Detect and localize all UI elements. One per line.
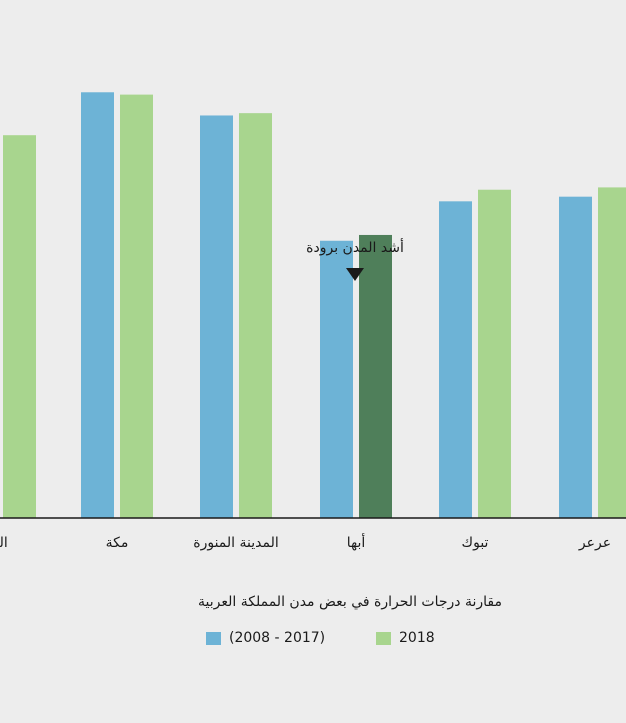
category-label-0: الد: [0, 535, 8, 551]
category-label-1: مكة: [106, 535, 129, 551]
category-label-4: تبوك: [462, 535, 489, 551]
bar-series-1-2: [200, 115, 233, 518]
category-label-5: عرعر: [578, 535, 611, 551]
legend-item-series-1: (2008 - 2017): [206, 628, 325, 648]
bar-series-2-5: [598, 187, 626, 518]
legend-label-series-2: 2018: [399, 630, 435, 646]
bar-series-1-4: [439, 201, 472, 518]
chart-title: مقارنة درجات الحرارة في بعض مدن المملكة …: [198, 594, 502, 610]
bar-series-2-4: [478, 189, 511, 518]
category-label-2: المدينة المنورة: [193, 535, 278, 551]
legend-item-series-2: 2018: [376, 628, 435, 648]
legend-label-series-1: (2008 - 2017): [229, 630, 326, 646]
bar-series-2-1: [120, 94, 153, 518]
bar-series-1-1: [81, 92, 114, 518]
bar-series-1-3: [320, 240, 353, 518]
annotation-arrow-icon: [346, 268, 364, 281]
bar-series-1-5: [559, 196, 592, 518]
bar-series-2-0: [3, 135, 36, 518]
category-labels: الد مكة المدينة المنورة أبها تبوك عرعر: [0, 533, 611, 551]
legend-swatch-green: [376, 631, 391, 645]
bars-layer: [3, 92, 626, 518]
bar-series-2-3: [359, 234, 392, 518]
legend-swatch-blue: [206, 631, 221, 645]
category-label-3: أبها: [347, 533, 366, 551]
bar-series-2-2: [239, 113, 272, 518]
annotation-label: أشد المدن برودة: [306, 240, 404, 256]
